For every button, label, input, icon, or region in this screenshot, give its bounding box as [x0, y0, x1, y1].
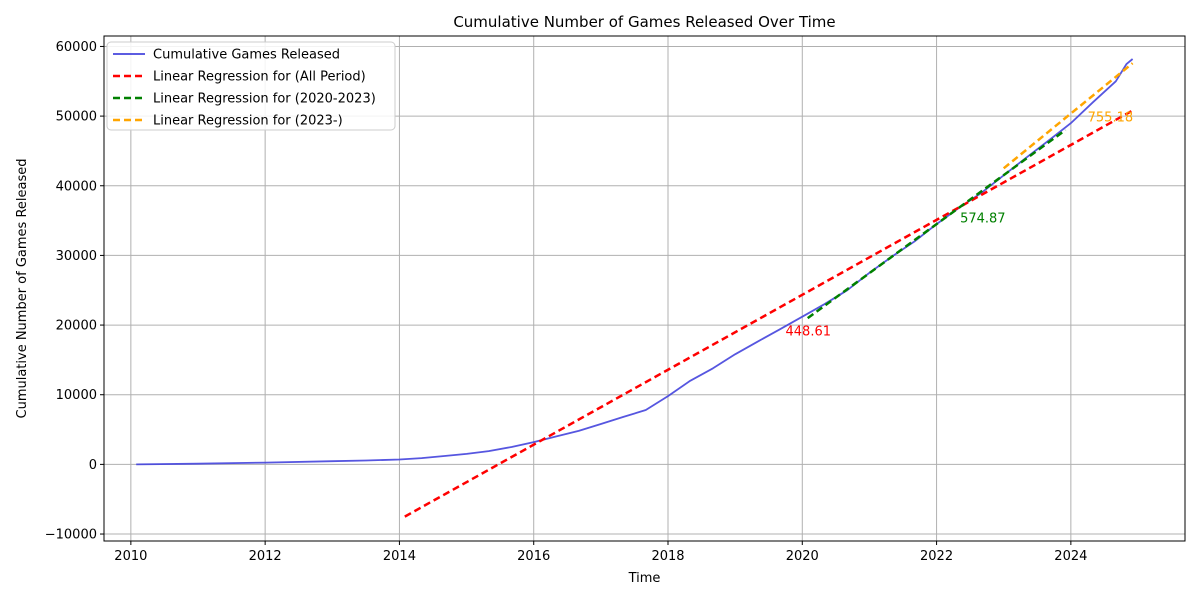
- x-tick-label: 2024: [1054, 549, 1087, 564]
- x-tick-label: 2018: [651, 549, 684, 564]
- x-tick-label: 2022: [920, 549, 953, 564]
- annotation-label-1: 448.61: [786, 325, 832, 340]
- x-axis-label: Time: [628, 571, 661, 586]
- y-axis-label: Cumulative Number of Games Released: [15, 159, 30, 419]
- legend: Cumulative Games Released Linear Regressi…: [106, 41, 396, 131]
- y-tick-label: 20000: [56, 319, 97, 334]
- y-tick-label: −10000: [45, 528, 97, 543]
- y-tick-label: 40000: [56, 179, 97, 194]
- legend-label-2: Linear Regression for (All Period): [153, 70, 366, 85]
- x-tick-label: 2016: [517, 549, 550, 564]
- y-axis-ticks: −10000 0 10000 20000 30000 40000 50000 60000: [45, 40, 104, 543]
- y-tick-label: 10000: [56, 388, 97, 403]
- grid: [104, 36, 1185, 541]
- series-line-3: [806, 128, 1067, 320]
- x-axis-ticks: 2010 2012 2014 2016 2018 2020 2022 2024: [114, 541, 1087, 564]
- legend-box: [106, 41, 396, 131]
- series-line-2: [404, 109, 1134, 518]
- legend-label-3: Linear Regression for (2020-2023): [153, 92, 376, 107]
- y-tick-label: 0: [89, 458, 97, 473]
- legend-label-1: Cumulative Games Released: [153, 48, 340, 63]
- annotation-label-3: 755.18: [1088, 111, 1134, 126]
- x-tick-label: 2020: [786, 549, 819, 564]
- legend-label-4: Linear Regression for (2023-): [153, 114, 343, 129]
- y-tick-label: 30000: [56, 249, 97, 264]
- chart-title: Cumulative Number of Games Released Over…: [453, 13, 835, 31]
- x-tick-label: 2010: [114, 549, 147, 564]
- series-line-4: [1002, 62, 1134, 170]
- x-tick-label: 2014: [383, 549, 416, 564]
- annotation-label-2: 574.87: [960, 212, 1006, 227]
- y-tick-label: 60000: [56, 40, 97, 55]
- plot-frame: [103, 35, 1186, 542]
- annotations: 448.61 574.87 755.18: [786, 111, 1134, 340]
- plot-series: [136, 58, 1134, 518]
- y-tick-label: 50000: [56, 110, 97, 125]
- x-tick-label: 2012: [249, 549, 282, 564]
